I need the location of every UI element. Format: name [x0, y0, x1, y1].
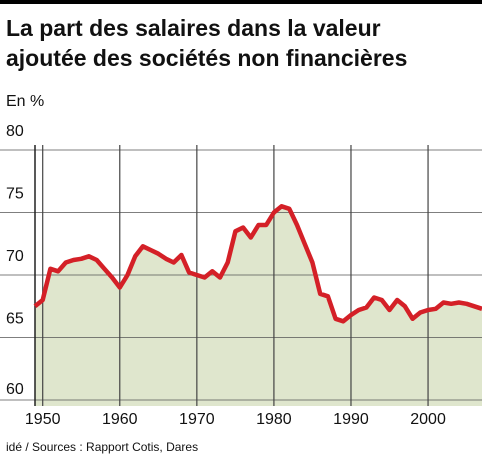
source: idé / Sources : Rapport Cotis, Dares — [6, 440, 198, 454]
x-tick-label: 2000 — [410, 411, 446, 428]
y-tick-label: 65 — [6, 311, 24, 328]
x-tick-label: 1990 — [333, 411, 369, 428]
line — [33, 204, 482, 324]
y-tick-label: 75 — [6, 186, 24, 203]
y-tick-label: 60 — [6, 381, 24, 398]
top-rule — [0, 0, 482, 4]
x-tick-label: 1960 — [102, 411, 138, 428]
chart-title: ajoutée des sociétés non financières — [6, 45, 407, 71]
area — [35, 206, 482, 406]
y-tick-label: 70 — [6, 248, 24, 265]
y-tick-label: 80 — [6, 123, 24, 140]
y-axis-label: En % — [6, 93, 44, 110]
x-tick-label: 1950 — [25, 411, 61, 428]
x-tick-label: 1980 — [256, 411, 292, 428]
x-tick-label: 1970 — [179, 411, 215, 428]
chart-title: La part des salaires dans la valeur — [6, 15, 381, 41]
